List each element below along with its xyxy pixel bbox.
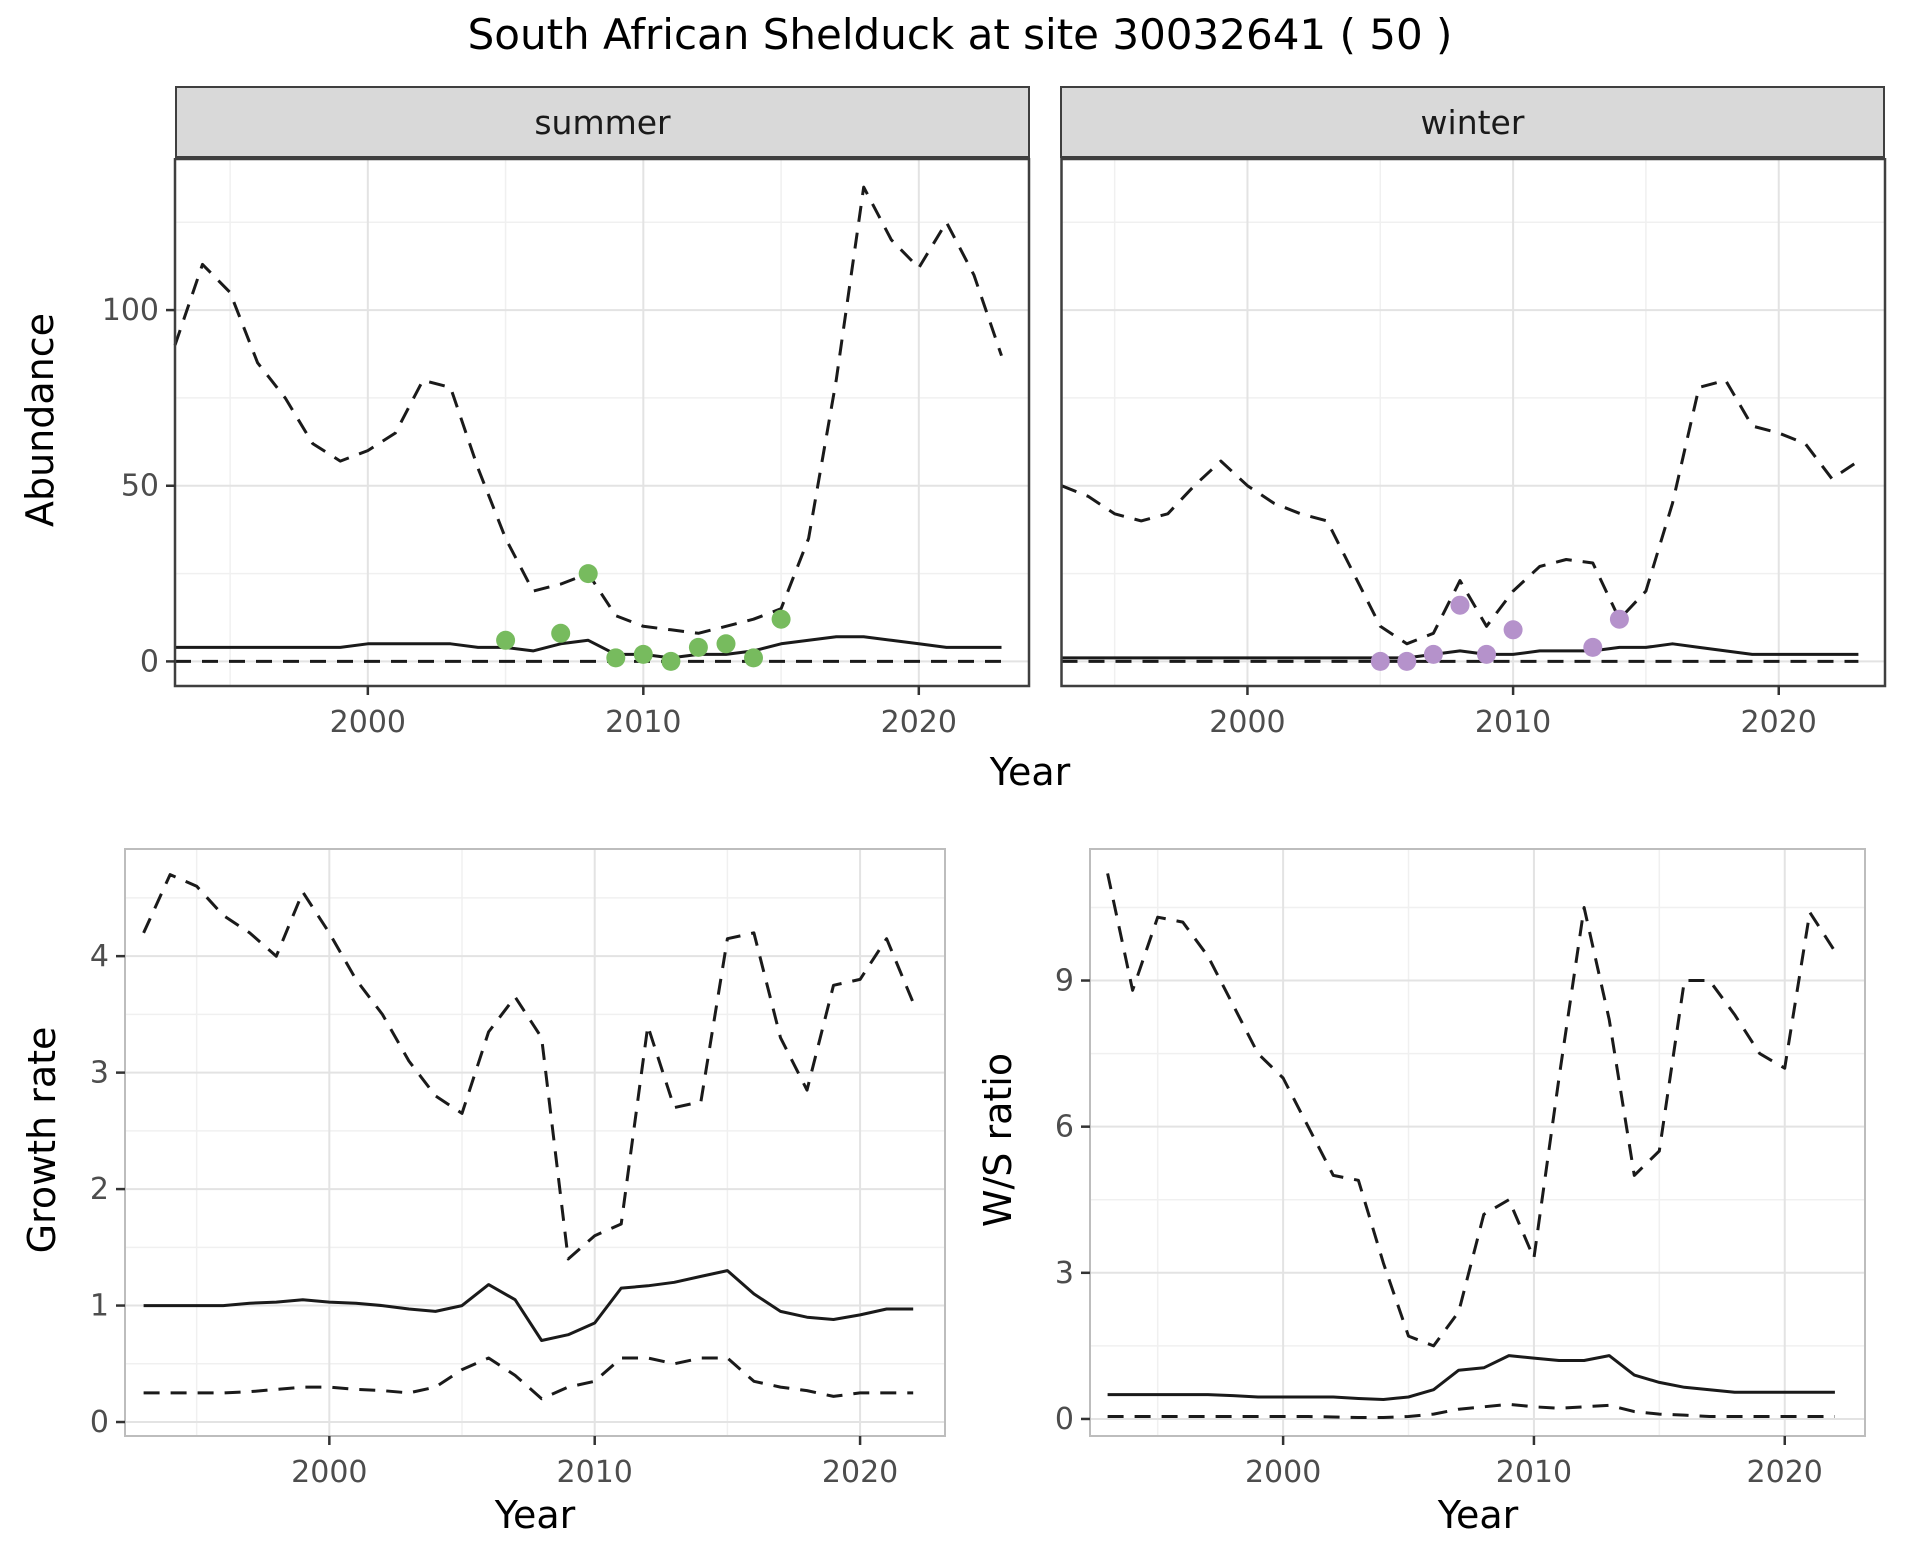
svg-text:2: 2 (90, 1172, 109, 1207)
ws-ratio-y-axis-title: W/S ratio (976, 1052, 1020, 1228)
svg-text:2020: 2020 (822, 1455, 898, 1490)
facet-strip-winter-label: winter (1420, 102, 1525, 142)
svg-text:2010: 2010 (1475, 705, 1551, 740)
svg-text:3: 3 (1055, 1256, 1074, 1291)
abundance-y-axis-title: Abundance (18, 312, 62, 528)
svg-text:50: 50 (121, 469, 159, 504)
svg-text:1: 1 (90, 1289, 109, 1324)
svg-text:2000: 2000 (330, 705, 406, 740)
svg-text:2010: 2010 (557, 1455, 633, 1490)
growth-rate-y-axis-title: Growth rate (20, 1026, 64, 1254)
svg-text:0: 0 (1055, 1402, 1074, 1437)
svg-text:2020: 2020 (881, 705, 957, 740)
abundance-x-axis-title: Year (989, 750, 1071, 794)
svg-text:2010: 2010 (605, 705, 681, 740)
facet-strip-summer-label: summer (534, 102, 671, 142)
svg-text:0: 0 (90, 1405, 109, 1440)
growth-rate-x-axis-title: Year (494, 1493, 576, 1537)
svg-text:4: 4 (90, 939, 109, 974)
svg-text:3: 3 (90, 1056, 109, 1091)
abundance-winter-chart: 2000 2010 2020 (1060, 158, 1887, 740)
svg-text:2010: 2010 (1496, 1455, 1572, 1490)
facet-strip-summer: summer (175, 86, 1030, 158)
svg-text:2020: 2020 (1741, 705, 1817, 740)
svg-text:2000: 2000 (1245, 1455, 1321, 1490)
svg-text:2000: 2000 (291, 1455, 367, 1490)
ws-ratio-x-axis-title: Year (1437, 1493, 1519, 1537)
abundance-summer-chart: 2000 2010 2020 0 50 100 (102, 158, 1031, 740)
svg-text:2020: 2020 (1747, 1455, 1823, 1490)
figure-title: South African Shelduck at site 30032641 … (467, 10, 1453, 59)
growth-rate-chart: 2000 2010 2020 0 1 2 3 4 (90, 848, 946, 1490)
ws-ratio-chart: 2000 2010 2020 0 3 6 9 (1055, 848, 1866, 1490)
svg-text:0: 0 (140, 644, 159, 679)
svg-text:9: 9 (1055, 964, 1074, 999)
svg-text:2000: 2000 (1209, 705, 1285, 740)
svg-text:100: 100 (102, 293, 159, 328)
svg-text:6: 6 (1055, 1110, 1074, 1145)
facet-strip-winter: winter (1060, 86, 1885, 158)
